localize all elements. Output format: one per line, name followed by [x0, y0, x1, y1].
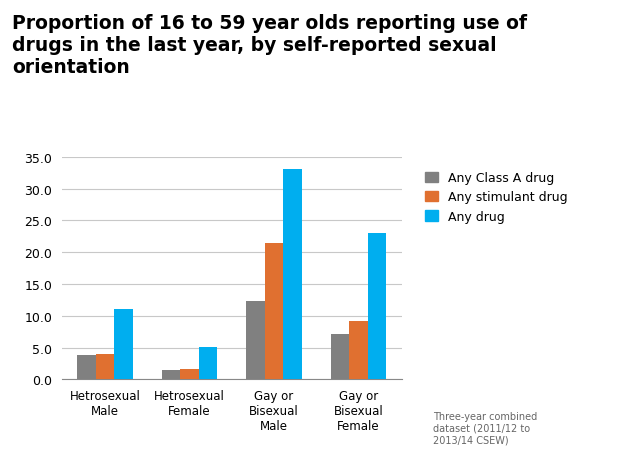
Bar — [162, 370, 180, 380]
Text: Three-year combined
dataset (2011/12 to
2013/14 CSEW): Three-year combined dataset (2011/12 to … — [433, 411, 537, 444]
Text: Proportion of 16 to 59 year olds reporting use of
drugs in the last year, by sel: Proportion of 16 to 59 year olds reporti… — [12, 14, 527, 77]
Bar — [349, 321, 368, 380]
Bar — [331, 334, 349, 380]
Bar — [246, 301, 265, 380]
Bar — [199, 347, 218, 380]
Bar — [96, 354, 114, 380]
Bar — [114, 309, 133, 380]
Bar — [368, 234, 386, 380]
Legend: Any Class A drug, Any stimulant drug, Any drug: Any Class A drug, Any stimulant drug, An… — [421, 168, 571, 227]
Bar — [283, 170, 302, 380]
Bar — [265, 243, 283, 380]
Bar — [77, 355, 96, 380]
Bar — [180, 369, 199, 380]
